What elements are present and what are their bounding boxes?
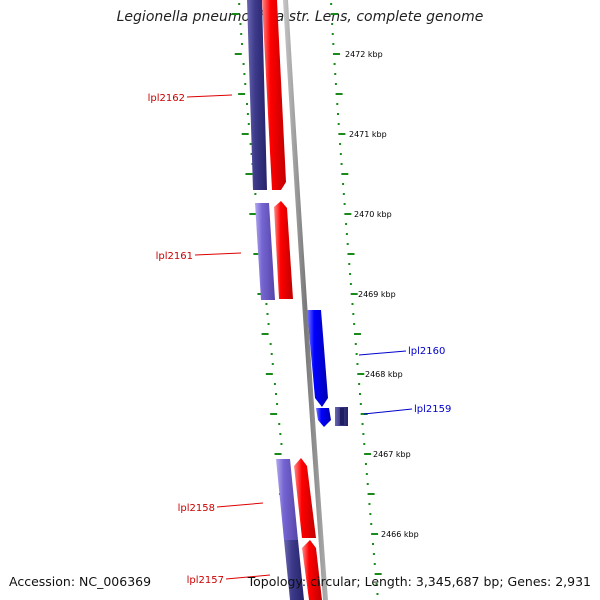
accession-label: Accession: NC_006369: [9, 574, 152, 589]
gene-lpl2162-cds-arrow: [262, 0, 286, 190]
gene-lpl2158[interactable]: [276, 458, 316, 540]
gene-lpl2160[interactable]: [307, 310, 328, 407]
gene-label-lpl2158[interactable]: lpl2158: [178, 503, 215, 514]
scale-label: 2469 kbp: [358, 290, 396, 299]
gene-lpl2162-gene-bar: [247, 0, 267, 190]
leader-line-lpl2157: [225, 574, 271, 580]
leader-line-lpl2158: [216, 502, 264, 508]
gene-label-lpl2157[interactable]: lpl2157: [187, 575, 224, 586]
scale-label: 2468 kbp: [365, 370, 403, 379]
gene-lpl2157-gene-bar: [284, 540, 304, 600]
scale-label: 2466 kbp: [381, 530, 419, 539]
gene-lpl2159-cds-arrow: [316, 408, 331, 427]
leader-line-lpl2159: [363, 408, 413, 415]
scale-label: 2470 kbp: [354, 210, 392, 219]
gene-lpl2159-gene-bar-core: [340, 408, 344, 425]
gene-label-lpl2162[interactable]: lpl2162: [148, 93, 185, 104]
gene-lpl2157-cds-arrow: [302, 540, 322, 600]
scale-label: 2467 kbp: [373, 450, 411, 459]
leader-line-lpl2160: [358, 350, 407, 356]
gene-lpl2161-cds-arrow: [274, 201, 293, 299]
right-tick-marks: [330, 3, 382, 595]
gene-lpl2157[interactable]: [284, 540, 322, 600]
genome-backbone: [283, 0, 328, 600]
map-title: Legionella pneumophila str. Lens, comple…: [116, 9, 484, 25]
gene-lpl2158-gene-bar: [276, 459, 298, 540]
gene-lpl2161-gene-bar: [255, 203, 275, 300]
gene-label-lpl2160[interactable]: lpl2160: [408, 346, 445, 357]
gene-lpl2158-cds-arrow: [294, 458, 316, 538]
gene-label-lpl2159[interactable]: lpl2159: [414, 404, 451, 415]
topology-summary: Topology: circular; Length: 3,345,687 bp…: [247, 574, 591, 589]
scale-label: 2472 kbp: [345, 50, 383, 59]
gene-label-lpl2161[interactable]: lpl2161: [156, 251, 193, 262]
gene-lpl2161[interactable]: [255, 201, 293, 300]
gene-lpl2159[interactable]: [316, 407, 348, 427]
leader-line-lpl2161: [194, 252, 242, 256]
gene-lpl2162[interactable]: [247, 0, 286, 190]
leader-line-lpl2162: [186, 94, 233, 98]
gene-lpl2160-cds-arrow: [307, 310, 328, 407]
scale-label: 2471 kbp: [349, 130, 387, 139]
scale-labels: 2472 kbp 2471 kbp 2470 kbp 2469 kbp 2468…: [345, 50, 419, 539]
